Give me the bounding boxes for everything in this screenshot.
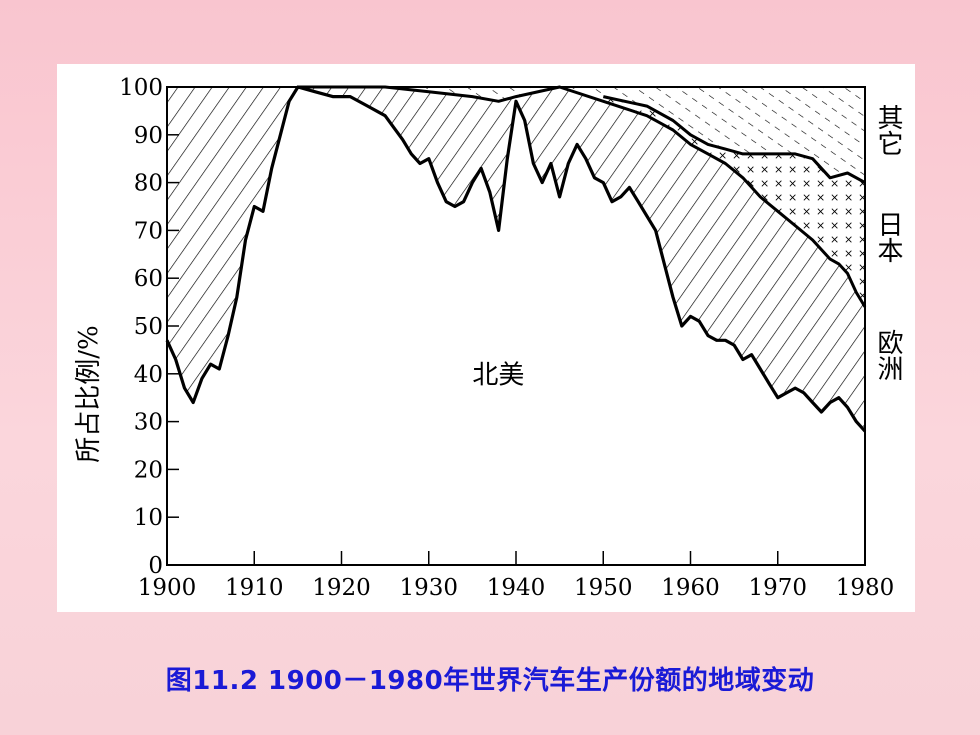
- region-label-other: 其它: [873, 104, 903, 156]
- y-tick-label: 80: [134, 171, 163, 197]
- y-tick-label: 30: [134, 410, 163, 436]
- region-label-japan: 日本: [873, 211, 903, 263]
- y-tick-label: 20: [134, 457, 163, 483]
- y-tick-label: 40: [134, 362, 163, 388]
- y-tick-label: 60: [134, 266, 163, 292]
- region-label-europe: 欧洲: [873, 329, 903, 381]
- y-tick-label: 10: [134, 505, 163, 531]
- x-tick-label: 1910: [225, 575, 284, 601]
- x-tick-label: 1900: [138, 575, 197, 601]
- japan-region: [603, 96, 865, 307]
- chart-svg: × 19001910192019301940195019601970198001…: [74, 75, 903, 601]
- japan-boundary: [602, 95, 866, 184]
- japan-label: 日本: [873, 211, 903, 263]
- y-tick-label: 0: [148, 553, 163, 579]
- north-america-label: 北美: [472, 360, 524, 390]
- x-tick-label: 1950: [574, 575, 633, 601]
- x-tick-label: 1970: [748, 575, 807, 601]
- europe-boundary: [297, 85, 867, 308]
- x-tick-label: 1920: [312, 575, 371, 601]
- y-axis-label: 所占比例/%: [74, 325, 104, 462]
- figure-caption: 图11.2 1900－1980年世界汽车生产份额的地域变动: [165, 666, 815, 696]
- y-tick-label: 50: [134, 314, 163, 340]
- area-layer: [165, 85, 867, 565]
- figure-panel: × 19001910192019301940195019601970198001…: [57, 64, 915, 612]
- y-tick-label: 70: [134, 218, 163, 244]
- x-tick-label: 1980: [836, 575, 895, 601]
- other-label: 其它: [873, 104, 903, 156]
- north-america-boundary: [165, 85, 867, 433]
- north-america-region: [167, 87, 865, 565]
- x-tick-label: 1960: [661, 575, 720, 601]
- tick-layer: 1900 1910 1920 1930 1940 1950 1960 1970 1980 0 10 2…: [119, 75, 894, 601]
- europe-label: 欧洲: [873, 329, 903, 381]
- y-tick-label: 100: [119, 75, 163, 101]
- y-tick-label: 90: [134, 123, 163, 149]
- x-tick-label: 1940: [487, 575, 546, 601]
- x-tick-label: 1930: [399, 575, 458, 601]
